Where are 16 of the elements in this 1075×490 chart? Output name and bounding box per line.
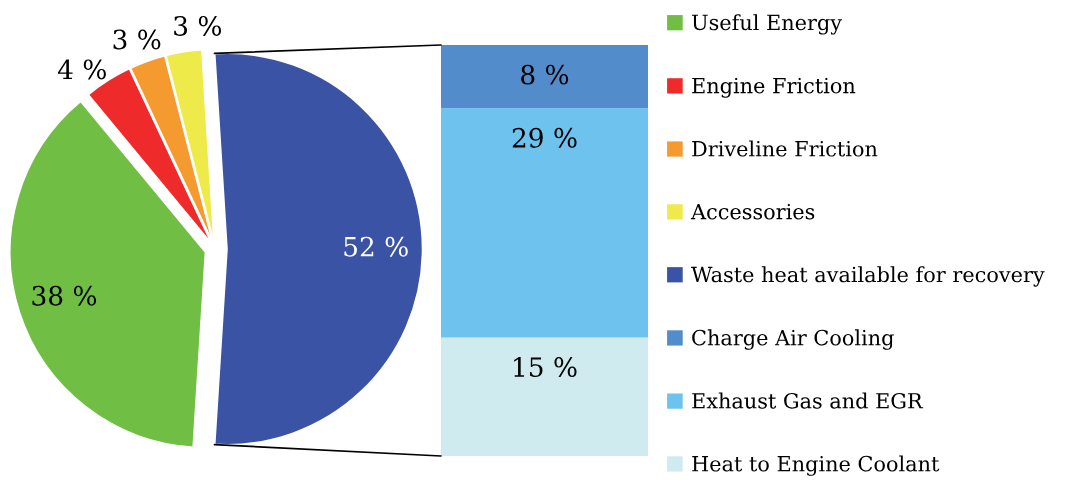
data-label: 4 % <box>57 59 106 80</box>
legend-label: Driveline Friction <box>692 140 878 157</box>
legend-label: Useful Energy <box>692 14 842 35</box>
data-label: 8 % <box>521 64 569 85</box>
legend-label: Accessories <box>690 203 815 220</box>
data-label: 29 % <box>512 127 577 148</box>
data-label: 3 % <box>174 15 222 36</box>
data-label: 38 % <box>32 285 97 306</box>
legend-label: Exhaust Gas and EGR <box>692 392 924 409</box>
data-label: 15 % <box>514 357 577 378</box>
data-label: 3 % <box>113 29 161 50</box>
legend-label: Charge Air Cooling <box>692 329 894 350</box>
legend-label: Engine Friction <box>692 77 856 98</box>
legend-label: Waste heat available for recovery <box>691 266 1045 287</box>
data-label: 52 % <box>344 236 408 257</box>
legend-label: Heat to Engine Coolant <box>692 455 940 476</box>
